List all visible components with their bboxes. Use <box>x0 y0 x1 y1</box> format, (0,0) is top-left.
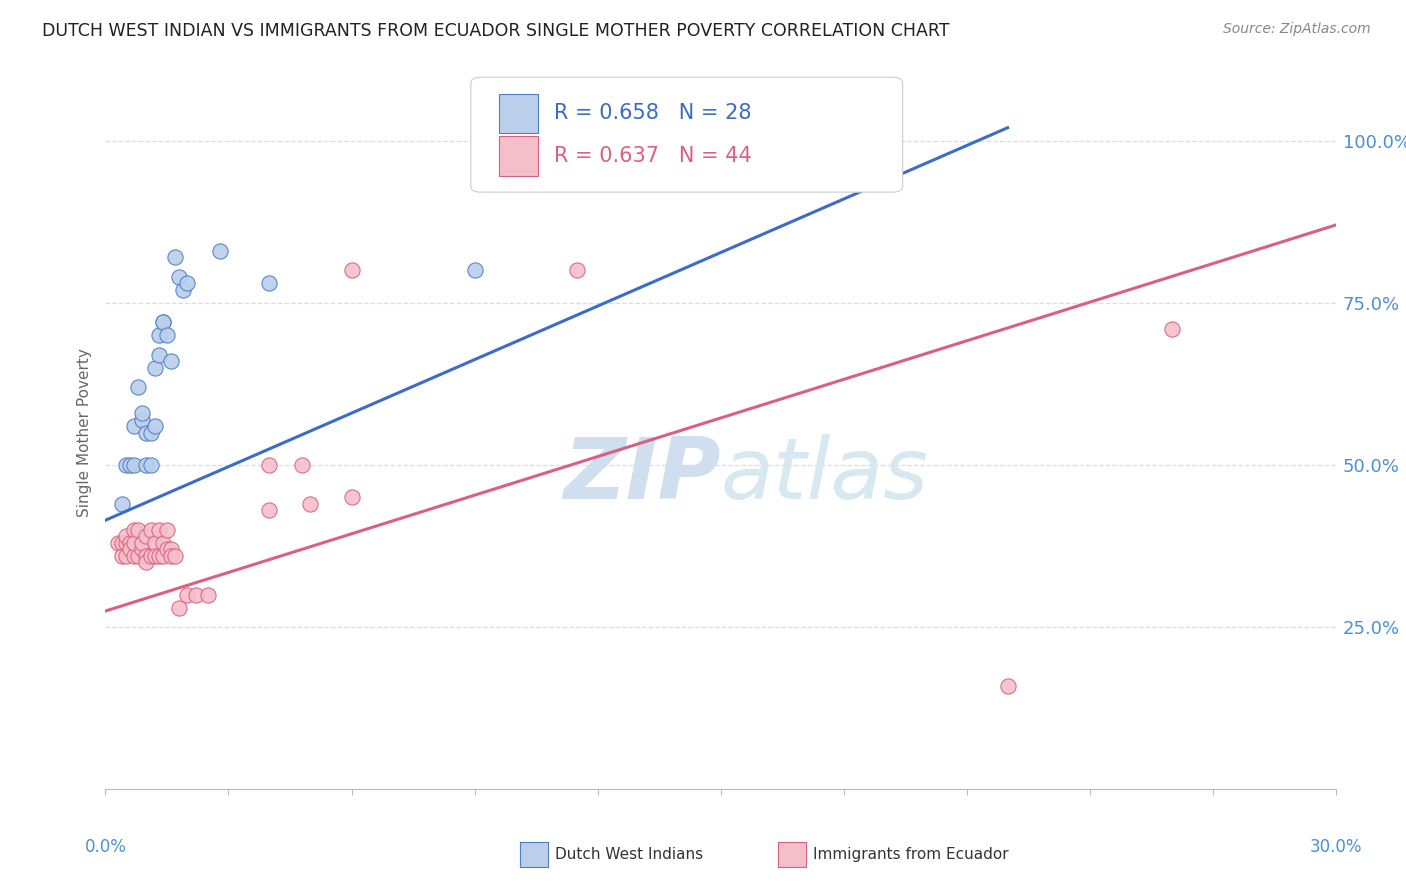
Text: 0.0%: 0.0% <box>84 838 127 856</box>
Point <box>172 283 194 297</box>
Point <box>156 328 179 343</box>
Point <box>997 679 1019 693</box>
Point <box>115 536 138 550</box>
Point <box>299 497 322 511</box>
Point <box>148 348 170 362</box>
Point <box>259 277 281 291</box>
Text: DUTCH WEST INDIAN VS IMMIGRANTS FROM ECUADOR SINGLE MOTHER POVERTY CORRELATION C: DUTCH WEST INDIAN VS IMMIGRANTS FROM ECU… <box>42 22 949 40</box>
Point <box>184 588 207 602</box>
Point <box>115 529 138 543</box>
Point <box>111 549 134 563</box>
Point <box>176 588 198 602</box>
Point <box>122 523 145 537</box>
Point <box>152 536 174 550</box>
Text: atlas: atlas <box>721 434 928 517</box>
Point <box>139 458 162 472</box>
Point <box>122 458 145 472</box>
Point <box>165 251 187 265</box>
Point <box>152 549 174 563</box>
Y-axis label: Single Mother Poverty: Single Mother Poverty <box>76 348 91 517</box>
Point <box>139 523 162 537</box>
Point <box>197 588 219 602</box>
Point <box>160 542 183 557</box>
Point <box>209 244 232 258</box>
Point <box>148 328 170 343</box>
Point <box>131 406 153 420</box>
Point <box>1160 322 1182 336</box>
Point <box>152 315 174 329</box>
Point <box>115 549 138 563</box>
Point <box>135 555 157 569</box>
Point <box>127 380 149 394</box>
Point <box>115 458 138 472</box>
Point <box>340 263 363 277</box>
Point <box>131 412 153 426</box>
Point <box>120 458 141 472</box>
Text: Immigrants from Ecuador: Immigrants from Ecuador <box>813 847 1008 862</box>
Point <box>139 549 162 563</box>
Point <box>120 536 141 550</box>
Point <box>156 542 179 557</box>
Point <box>127 523 149 537</box>
Point <box>120 542 141 557</box>
Point <box>148 523 170 537</box>
Text: Source: ZipAtlas.com: Source: ZipAtlas.com <box>1223 22 1371 37</box>
Text: R = 0.658   N = 28: R = 0.658 N = 28 <box>554 103 752 123</box>
Text: 30.0%: 30.0% <box>1309 838 1362 856</box>
Point <box>111 536 134 550</box>
Point <box>131 542 153 557</box>
Point <box>143 549 166 563</box>
Point <box>122 536 145 550</box>
Point <box>135 549 157 563</box>
Point <box>169 269 191 284</box>
FancyBboxPatch shape <box>499 94 538 133</box>
Point <box>107 536 129 550</box>
Point <box>546 120 568 135</box>
Point <box>143 360 166 375</box>
Point <box>122 549 145 563</box>
Point <box>131 536 153 550</box>
Point <box>169 600 191 615</box>
Text: R = 0.637   N = 44: R = 0.637 N = 44 <box>554 145 752 166</box>
Point <box>565 263 588 277</box>
Point <box>160 354 183 368</box>
Point <box>165 549 187 563</box>
Point <box>139 425 162 440</box>
Text: ZIP: ZIP <box>562 434 721 517</box>
Point <box>152 315 174 329</box>
Point <box>259 458 281 472</box>
Point <box>143 536 166 550</box>
Text: Dutch West Indians: Dutch West Indians <box>555 847 703 862</box>
Point <box>148 549 170 563</box>
Point <box>464 263 486 277</box>
Point <box>135 529 157 543</box>
Point <box>160 549 183 563</box>
Point <box>111 497 134 511</box>
Point <box>340 491 363 505</box>
Point <box>127 549 149 563</box>
FancyBboxPatch shape <box>499 136 538 176</box>
Point <box>143 419 166 434</box>
Point <box>176 277 198 291</box>
Point <box>122 419 145 434</box>
Point <box>135 458 157 472</box>
Point <box>291 458 314 472</box>
Point <box>156 523 179 537</box>
Point <box>259 503 281 517</box>
Point <box>135 425 157 440</box>
FancyBboxPatch shape <box>471 78 903 192</box>
